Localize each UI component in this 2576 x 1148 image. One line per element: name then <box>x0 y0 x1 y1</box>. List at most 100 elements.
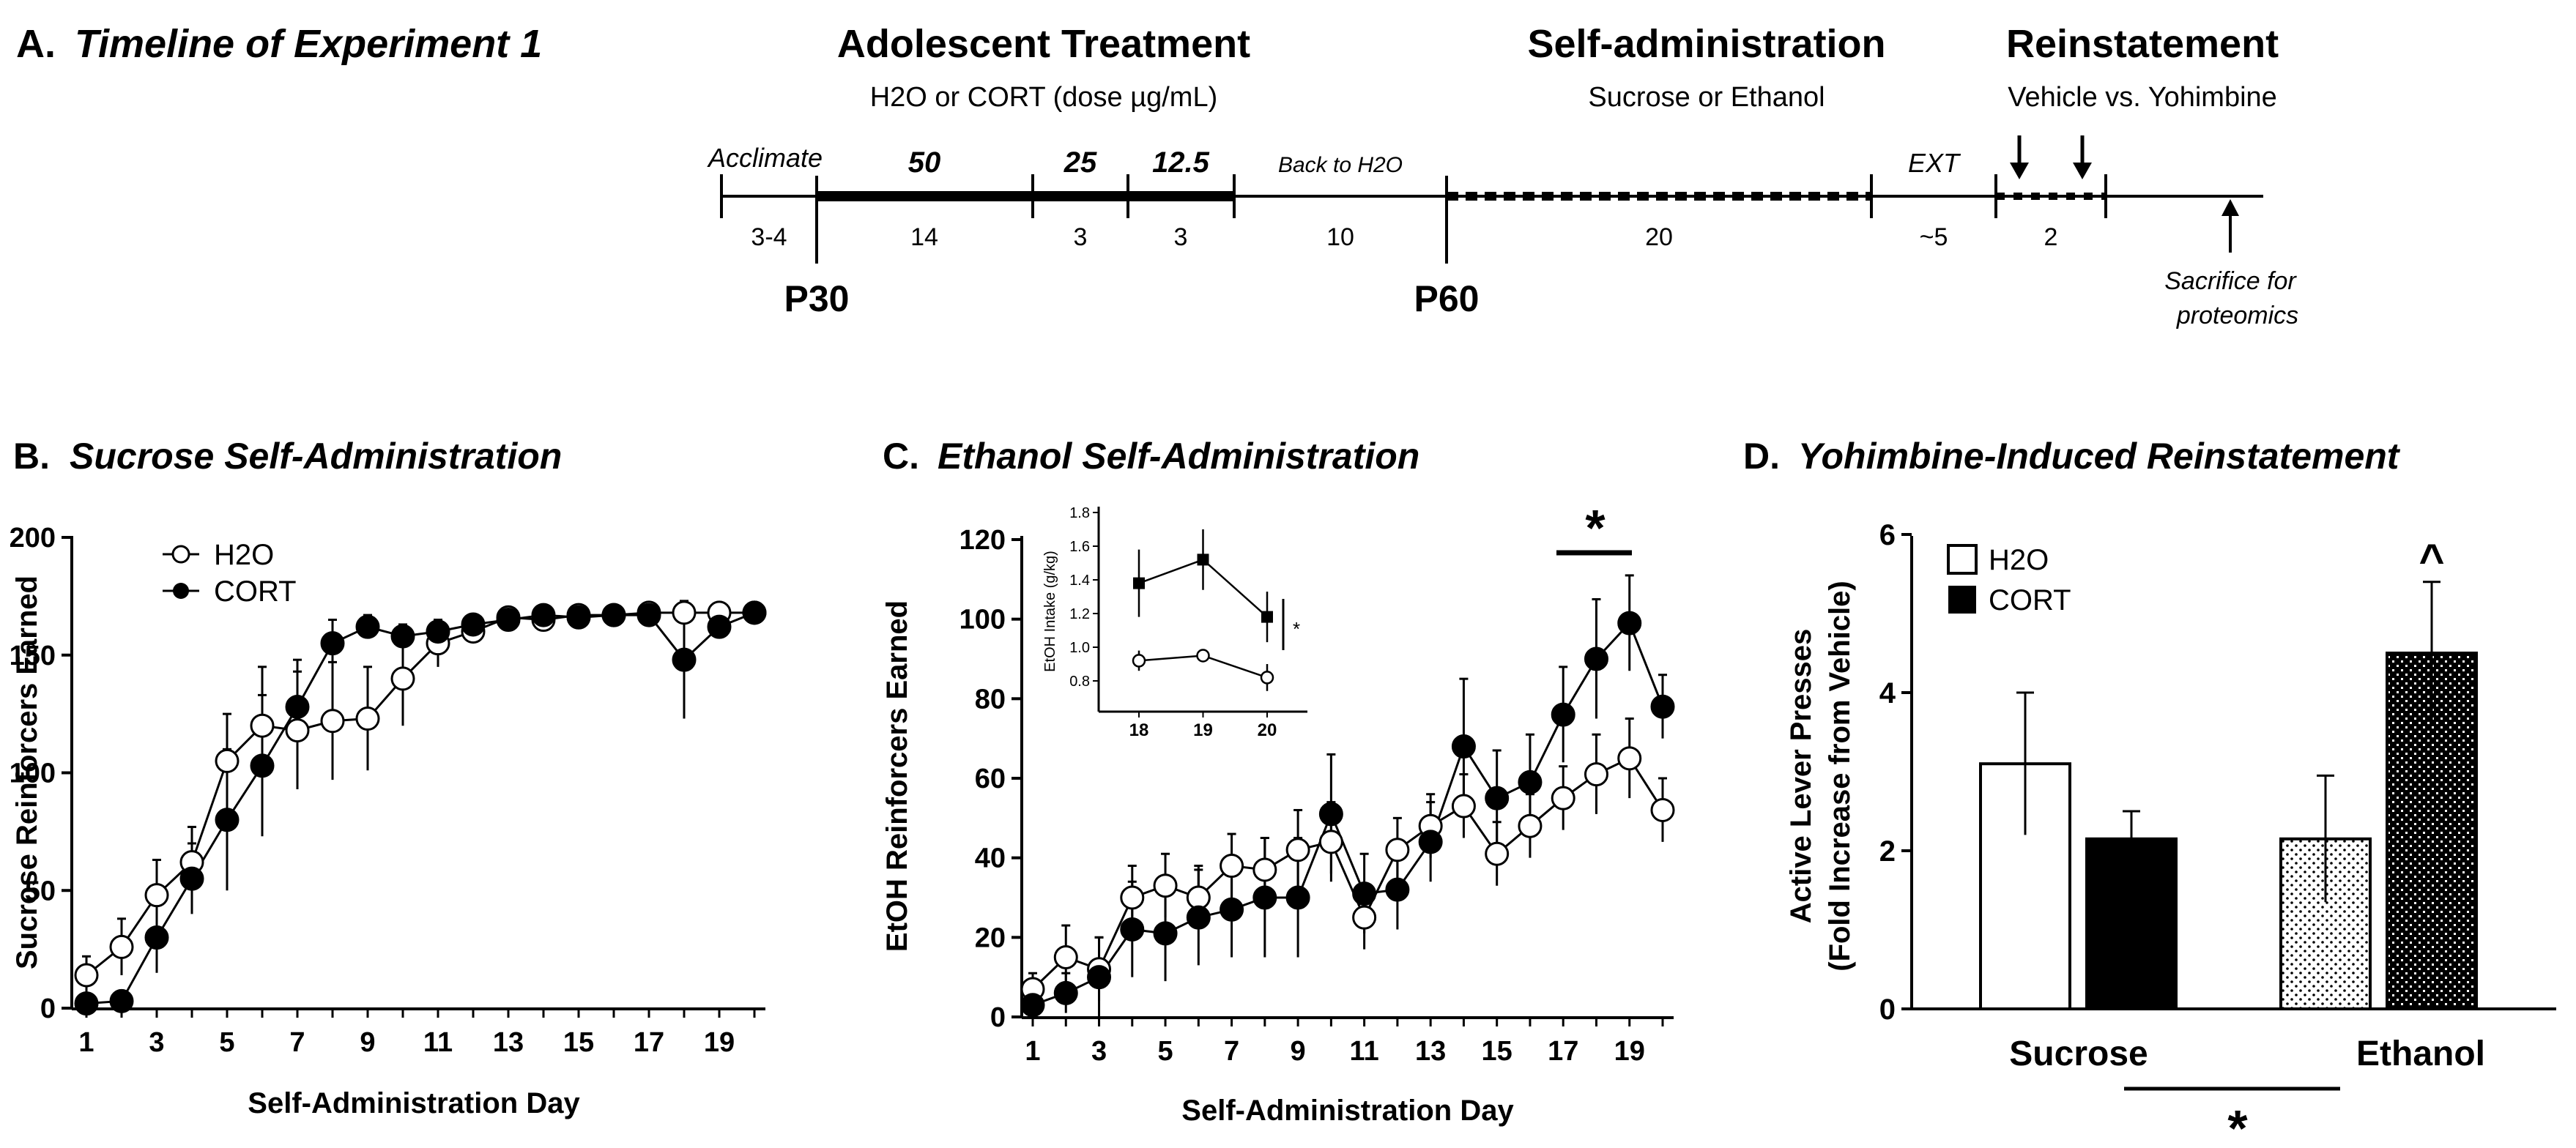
x-tick-label: 13 <box>1415 1036 1446 1067</box>
segment-back: Back to H2O <box>1278 153 1403 177</box>
y-tick-label: 20 <box>975 922 1006 953</box>
markers-h2o <box>1020 746 1675 1002</box>
legend-marker-h2o <box>171 545 190 564</box>
duration-label: 2 <box>2044 223 2058 251</box>
segment-dose50: 50 <box>908 146 941 179</box>
data-point <box>1617 746 1642 771</box>
category-label-ethanol: Ethanol <box>2356 1035 2485 1073</box>
y-tick-label: 80 <box>975 684 1006 715</box>
x-tick-label: 15 <box>1482 1036 1512 1067</box>
x-tick-label: 9 <box>1291 1036 1306 1067</box>
group-significance-marker: * <box>2227 1100 2248 1148</box>
panel-d-letter: D. <box>1743 436 1780 477</box>
duration-label: ~5 <box>1920 223 1948 251</box>
data-point <box>1087 965 1112 990</box>
age-marker-p30: P30 <box>784 278 850 319</box>
phase-adolescent-title: Adolescent Treatment <box>837 22 1250 66</box>
data-point <box>707 614 732 639</box>
data-point <box>1650 797 1675 822</box>
y-tick-label: 100 <box>10 758 56 789</box>
data-point <box>1318 802 1343 827</box>
data-point <box>179 866 204 891</box>
legend-marker-cort <box>173 583 189 599</box>
y-tick-label: 200 <box>10 523 56 554</box>
data-point <box>1617 611 1642 636</box>
inset-data-point <box>1132 654 1146 668</box>
legend-label-h2o: H2O <box>214 539 274 571</box>
data-point <box>355 707 380 731</box>
data-point <box>1385 877 1410 902</box>
legend-swatch-h2o <box>1947 544 1978 575</box>
y-tick-label: 40 <box>975 843 1006 874</box>
data-point <box>566 605 591 630</box>
inset-x-ticks: 18 19 20 <box>1129 712 1277 740</box>
data-point <box>1285 838 1310 862</box>
panel-d-title: Yohimbine-Induced Reinstatement <box>1798 436 2401 477</box>
x-tick-label: 5 <box>219 1027 234 1058</box>
data-point <box>1186 885 1211 910</box>
x-tick-label: 17 <box>1548 1036 1578 1067</box>
x-tick-label: 1 <box>1025 1036 1040 1067</box>
bars-group <box>1979 581 2478 1011</box>
data-point <box>1220 897 1244 922</box>
y-axis-label: Sucrose Reinforcers Earned <box>11 575 43 969</box>
duration-label: 14 <box>910 223 938 251</box>
y-tick-label: 120 <box>959 525 1006 556</box>
inset-y-tick-label: 1.0 <box>1069 640 1090 656</box>
inset-y-tick-label: 1.4 <box>1069 573 1090 589</box>
x-tick-label: 19 <box>1614 1036 1645 1067</box>
data-point <box>1650 694 1675 719</box>
y-tick-label: 0 <box>40 994 56 1024</box>
x-tick-label: 11 <box>423 1027 453 1058</box>
x-tick-label: 3 <box>149 1027 164 1058</box>
markers-cort <box>1020 611 1675 1018</box>
x-tick-label: 9 <box>360 1027 375 1058</box>
markers-h2o <box>74 600 767 988</box>
phase-selfadmin-subtitle: Sucrose or Ethanol <box>1588 82 1825 113</box>
inset-x-tick-label: 20 <box>1258 720 1277 740</box>
cort-ethanol-significance-marker: ^ <box>2419 535 2444 584</box>
phase-adolescent-subtitle: H2O or CORT (dose µg/mL) <box>870 82 1218 113</box>
duration-label: 3 <box>1174 223 1188 251</box>
inset-significance-marker: * <box>1293 618 1300 640</box>
inset-chart: 0.8 1.0 1.2 1.4 1.6 1.8 18 19 20 EtOH Intake (g… <box>1042 505 1307 740</box>
data-point <box>250 753 275 778</box>
data-point <box>461 612 486 637</box>
data-point <box>1352 905 1377 930</box>
data-point <box>636 603 661 627</box>
duration-label: 20 <box>1645 223 1673 251</box>
data-point <box>672 600 697 625</box>
series-line <box>86 611 754 977</box>
data-point <box>109 934 134 959</box>
legend-swatch-cort <box>1948 586 1976 614</box>
data-point <box>1252 885 1277 910</box>
panel-c-letter: C. <box>883 436 919 477</box>
data-point <box>320 709 345 734</box>
data-point <box>1485 786 1510 810</box>
y-tick-label: 0 <box>1879 994 1896 1026</box>
x-tick-label: 15 <box>563 1027 594 1058</box>
sacrifice-arrow <box>2221 199 2239 253</box>
reinstatement-chart: 0 2 4 6 Sucrose Ethanol Active Lever Presse… <box>1785 519 2556 1148</box>
data-point <box>285 694 310 719</box>
x-tick-label: 1 <box>78 1027 94 1058</box>
y-axis-label-line2: (Fold Increase from Vehicle) <box>1824 581 1856 972</box>
inset-y-tick-label: 1.6 <box>1069 539 1090 555</box>
markers-cort <box>74 600 767 1016</box>
significance-marker: * <box>1585 499 1606 556</box>
legend: H2O CORT <box>163 539 297 608</box>
inset-series-h2o <box>1132 649 1274 691</box>
data-point <box>355 614 380 639</box>
inset-data-point <box>1260 671 1274 685</box>
data-point <box>1518 813 1543 838</box>
legend: H2O CORT <box>1947 544 2071 616</box>
data-point <box>1053 945 1078 969</box>
legend-label-cort: CORT <box>214 575 297 608</box>
x-tick-label: 17 <box>634 1027 664 1058</box>
sacrifice-note-1: Sacrifice for <box>2164 267 2297 295</box>
data-point <box>1220 854 1244 879</box>
data-point <box>144 925 169 950</box>
data-point <box>1120 917 1145 942</box>
data-point <box>74 963 99 988</box>
